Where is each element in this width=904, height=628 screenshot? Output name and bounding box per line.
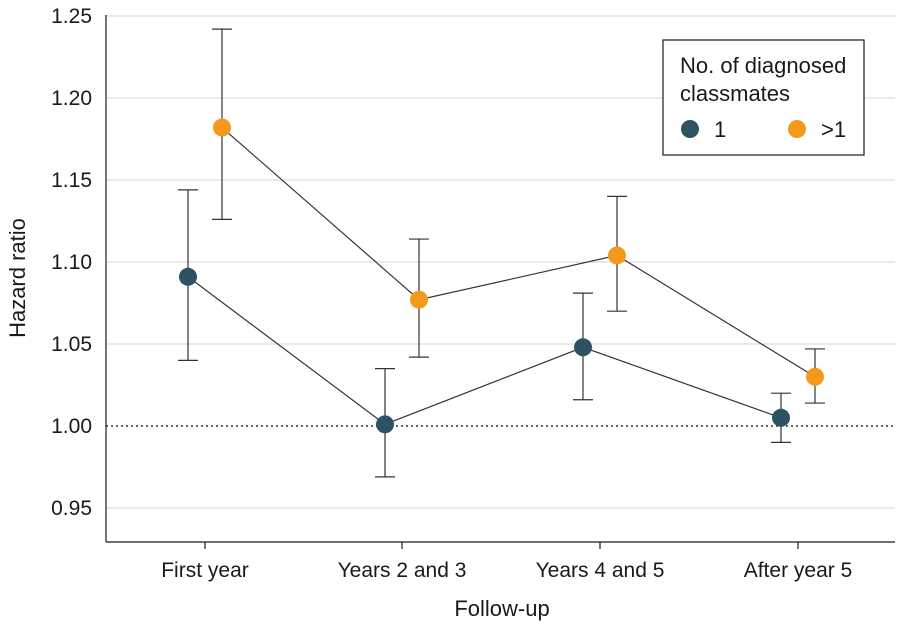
y-tick-label: 1.00	[51, 415, 92, 438]
y-tick-label: 1.20	[51, 87, 92, 110]
gridlines	[106, 15, 895, 509]
series	[178, 28, 825, 478]
x-axis-title: Follow-up	[454, 596, 549, 621]
series-line	[221, 127, 816, 378]
series-line	[187, 276, 782, 426]
legend-title-line1: No. of diagnosed	[680, 53, 846, 78]
data-point	[772, 408, 790, 427]
x-tick-label: After year 5	[744, 559, 853, 582]
y-tick-label: 1.15	[51, 169, 92, 192]
y-tick-label: 1.25	[51, 5, 92, 28]
data-point	[376, 415, 394, 434]
y-tick-labels: 0.95 1.00 1.05 1.10 1.15 1.20 1.25	[51, 5, 92, 520]
data-point	[213, 118, 231, 137]
y-axis-title: Hazard ratio	[5, 218, 30, 338]
data-point	[179, 267, 197, 286]
x-tick-labels: First year Years 2 and 3 Years 4 and 5 Afte…	[161, 542, 852, 582]
legend-title-line2: classmates	[680, 81, 790, 106]
legend-marker-series-2	[788, 120, 806, 138]
data-point	[410, 290, 428, 309]
y-tick-label: 0.95	[51, 497, 92, 520]
legend-label-series-1: 1	[714, 117, 726, 142]
x-tick-label: First year	[161, 559, 249, 582]
legend-box	[662, 39, 865, 156]
x-tick-label: Years 4 and 5	[536, 559, 665, 582]
legend-label-series-2: >1	[821, 117, 846, 142]
data-point	[574, 338, 592, 357]
y-tick-label: 1.10	[51, 251, 92, 274]
data-point	[608, 246, 626, 265]
data-point	[806, 367, 824, 386]
legend: No. of diagnosed classmates 1 >1	[662, 39, 865, 156]
legend-marker-series-1	[681, 120, 699, 138]
y-tick-label: 1.05	[51, 333, 92, 356]
x-tick-label: Years 2 and 3	[338, 559, 467, 582]
